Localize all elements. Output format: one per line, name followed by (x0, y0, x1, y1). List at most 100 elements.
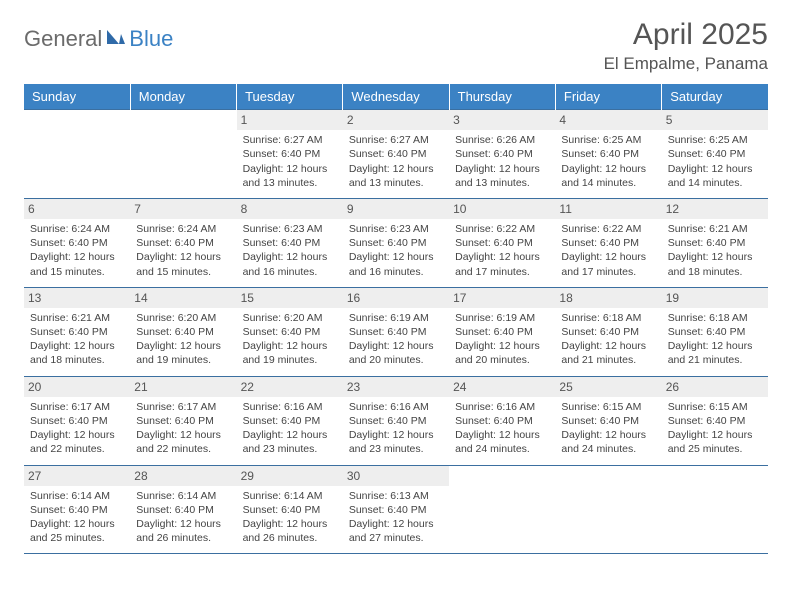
day-header-row: SundayMondayTuesdayWednesdayThursdayFrid… (24, 84, 768, 110)
sunset-line: Sunset: 6:40 PM (349, 414, 443, 428)
calendar-cell: 8Sunrise: 6:23 AMSunset: 6:40 PMDaylight… (237, 198, 343, 287)
sunrise-line: Sunrise: 6:16 AM (243, 400, 337, 414)
daylight-line: Daylight: 12 hours and 25 minutes. (30, 517, 124, 545)
day-number: 5 (662, 110, 768, 130)
day-number: 1 (237, 110, 343, 130)
daylight-line: Daylight: 12 hours and 19 minutes. (243, 339, 337, 367)
daylight-line: Daylight: 12 hours and 26 minutes. (243, 517, 337, 545)
logo: General Blue (24, 18, 173, 52)
calendar-cell: 18Sunrise: 6:18 AMSunset: 6:40 PMDayligh… (555, 287, 661, 376)
sunrise-line: Sunrise: 6:14 AM (243, 489, 337, 503)
calendar-cell: 26Sunrise: 6:15 AMSunset: 6:40 PMDayligh… (662, 376, 768, 465)
sunrise-line: Sunrise: 6:17 AM (30, 400, 124, 414)
calendar-week-row: 27Sunrise: 6:14 AMSunset: 6:40 PMDayligh… (24, 465, 768, 554)
day-header: Thursday (449, 84, 555, 110)
day-header: Friday (555, 84, 661, 110)
day-number: 2 (343, 110, 449, 130)
day-number: 13 (24, 288, 130, 308)
daylight-line: Daylight: 12 hours and 27 minutes. (349, 517, 443, 545)
sunset-line: Sunset: 6:40 PM (668, 147, 762, 161)
day-header: Tuesday (237, 84, 343, 110)
calendar-cell: 30Sunrise: 6:13 AMSunset: 6:40 PMDayligh… (343, 465, 449, 554)
sunrise-line: Sunrise: 6:24 AM (30, 222, 124, 236)
day-number: 23 (343, 377, 449, 397)
sunset-line: Sunset: 6:40 PM (243, 236, 337, 250)
sunrise-line: Sunrise: 6:23 AM (243, 222, 337, 236)
sunset-line: Sunset: 6:40 PM (561, 414, 655, 428)
day-number: 20 (24, 377, 130, 397)
logo-text-general: General (24, 26, 102, 52)
calendar-body: 1Sunrise: 6:27 AMSunset: 6:40 PMDaylight… (24, 110, 768, 554)
calendar-cell: 29Sunrise: 6:14 AMSunset: 6:40 PMDayligh… (237, 465, 343, 554)
daylight-line: Daylight: 12 hours and 18 minutes. (668, 250, 762, 278)
sunrise-line: Sunrise: 6:25 AM (561, 133, 655, 147)
day-number: 22 (237, 377, 343, 397)
sunrise-line: Sunrise: 6:24 AM (136, 222, 230, 236)
sunset-line: Sunset: 6:40 PM (136, 236, 230, 250)
location: El Empalme, Panama (604, 54, 768, 74)
day-number: 16 (343, 288, 449, 308)
daylight-line: Daylight: 12 hours and 23 minutes. (243, 428, 337, 456)
calendar-cell: 17Sunrise: 6:19 AMSunset: 6:40 PMDayligh… (449, 287, 555, 376)
daylight-line: Daylight: 12 hours and 21 minutes. (668, 339, 762, 367)
sunrise-line: Sunrise: 6:13 AM (349, 489, 443, 503)
calendar-week-row: 20Sunrise: 6:17 AMSunset: 6:40 PMDayligh… (24, 376, 768, 465)
sunrise-line: Sunrise: 6:20 AM (243, 311, 337, 325)
sunset-line: Sunset: 6:40 PM (136, 325, 230, 339)
sunrise-line: Sunrise: 6:22 AM (561, 222, 655, 236)
calendar-cell: 28Sunrise: 6:14 AMSunset: 6:40 PMDayligh… (130, 465, 236, 554)
daylight-line: Daylight: 12 hours and 13 minutes. (349, 162, 443, 190)
day-number: 6 (24, 199, 130, 219)
sunset-line: Sunset: 6:40 PM (243, 147, 337, 161)
sunset-line: Sunset: 6:40 PM (30, 503, 124, 517)
day-number: 3 (449, 110, 555, 130)
daylight-line: Daylight: 12 hours and 17 minutes. (455, 250, 549, 278)
calendar-week-row: 13Sunrise: 6:21 AMSunset: 6:40 PMDayligh… (24, 287, 768, 376)
calendar-cell: 12Sunrise: 6:21 AMSunset: 6:40 PMDayligh… (662, 198, 768, 287)
calendar-cell: 14Sunrise: 6:20 AMSunset: 6:40 PMDayligh… (130, 287, 236, 376)
daylight-line: Daylight: 12 hours and 14 minutes. (668, 162, 762, 190)
sunrise-line: Sunrise: 6:17 AM (136, 400, 230, 414)
daylight-line: Daylight: 12 hours and 23 minutes. (349, 428, 443, 456)
daylight-line: Daylight: 12 hours and 17 minutes. (561, 250, 655, 278)
day-header: Sunday (24, 84, 130, 110)
daylight-line: Daylight: 12 hours and 24 minutes. (455, 428, 549, 456)
sunset-line: Sunset: 6:40 PM (30, 325, 124, 339)
day-number: 4 (555, 110, 661, 130)
day-number: 18 (555, 288, 661, 308)
sunset-line: Sunset: 6:40 PM (30, 236, 124, 250)
sunrise-line: Sunrise: 6:15 AM (668, 400, 762, 414)
sunset-line: Sunset: 6:40 PM (561, 147, 655, 161)
calendar-head: SundayMondayTuesdayWednesdayThursdayFrid… (24, 84, 768, 110)
calendar-cell: 15Sunrise: 6:20 AMSunset: 6:40 PMDayligh… (237, 287, 343, 376)
day-header: Monday (130, 84, 236, 110)
day-number: 14 (130, 288, 236, 308)
calendar-cell: 2Sunrise: 6:27 AMSunset: 6:40 PMDaylight… (343, 110, 449, 199)
sunrise-line: Sunrise: 6:27 AM (349, 133, 443, 147)
calendar-cell: 20Sunrise: 6:17 AMSunset: 6:40 PMDayligh… (24, 376, 130, 465)
daylight-line: Daylight: 12 hours and 14 minutes. (561, 162, 655, 190)
daylight-line: Daylight: 12 hours and 26 minutes. (136, 517, 230, 545)
calendar-cell (24, 110, 130, 199)
calendar-cell: 7Sunrise: 6:24 AMSunset: 6:40 PMDaylight… (130, 198, 236, 287)
sunset-line: Sunset: 6:40 PM (243, 325, 337, 339)
sunrise-line: Sunrise: 6:14 AM (136, 489, 230, 503)
day-number: 9 (343, 199, 449, 219)
sunrise-line: Sunrise: 6:26 AM (455, 133, 549, 147)
calendar-cell: 3Sunrise: 6:26 AMSunset: 6:40 PMDaylight… (449, 110, 555, 199)
sunrise-line: Sunrise: 6:19 AM (349, 311, 443, 325)
daylight-line: Daylight: 12 hours and 15 minutes. (30, 250, 124, 278)
calendar-cell: 25Sunrise: 6:15 AMSunset: 6:40 PMDayligh… (555, 376, 661, 465)
sunrise-line: Sunrise: 6:14 AM (30, 489, 124, 503)
calendar-cell: 11Sunrise: 6:22 AMSunset: 6:40 PMDayligh… (555, 198, 661, 287)
daylight-line: Daylight: 12 hours and 21 minutes. (561, 339, 655, 367)
sunset-line: Sunset: 6:40 PM (455, 325, 549, 339)
sunset-line: Sunset: 6:40 PM (349, 236, 443, 250)
title-block: April 2025 El Empalme, Panama (604, 18, 768, 74)
calendar-table: SundayMondayTuesdayWednesdayThursdayFrid… (24, 84, 768, 554)
daylight-line: Daylight: 12 hours and 16 minutes. (243, 250, 337, 278)
sunrise-line: Sunrise: 6:20 AM (136, 311, 230, 325)
day-number: 30 (343, 466, 449, 486)
sunrise-line: Sunrise: 6:23 AM (349, 222, 443, 236)
sunset-line: Sunset: 6:40 PM (561, 325, 655, 339)
